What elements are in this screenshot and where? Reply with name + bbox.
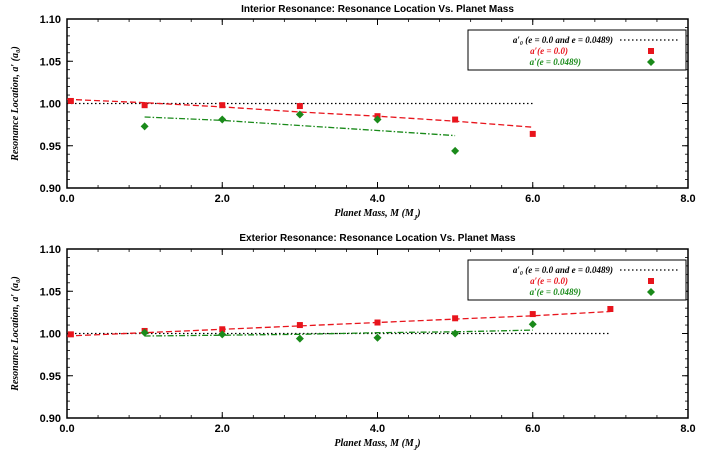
y-tick-label: 1.05 [40, 56, 61, 68]
legend-symbol-square [648, 48, 654, 54]
x-tick-label: 6.0 [525, 423, 540, 435]
x-tick-label: 0.0 [59, 423, 74, 435]
y-tick-label: 0.95 [40, 371, 61, 383]
x-tick-label: 2.0 [215, 193, 230, 205]
chart-title: Exterior Resonance: Resonance Location V… [239, 233, 516, 244]
legend-symbol-diamond [647, 288, 655, 296]
y-axis-label: Resonance Location, a′ (a₀) [10, 276, 21, 392]
chart-title: Interior Resonance: Resonance Location V… [241, 4, 514, 15]
data-point-diamond [295, 110, 304, 119]
x-axis-label-sub: J [413, 214, 418, 222]
x-axis-label-close: ) [416, 438, 420, 449]
data-point-square [219, 102, 226, 109]
y-tick-label: 1.10 [40, 244, 61, 256]
y-tick-label: 0.95 [40, 141, 61, 153]
data-point-diamond [140, 328, 149, 337]
data-point-diamond [140, 122, 149, 131]
x-axis-label: Planet Mass, M (MJ) [334, 208, 420, 222]
x-axis-label-close: ) [416, 208, 420, 219]
y-tick-label: 1.10 [40, 14, 61, 26]
y-tick-label: 1.00 [40, 99, 61, 111]
data-point-square [452, 315, 459, 322]
x-tick-label: 8.0 [680, 423, 695, 435]
data-point-diamond [218, 115, 227, 124]
x-axis-label: Planet Mass, M (MJ) [334, 438, 420, 452]
series-line-2 [66, 310, 611, 337]
chart-interior: Interior Resonance: Resonance Location V… [10, 4, 696, 222]
data-point-diamond [373, 333, 382, 342]
y-tick-label: 1.05 [40, 286, 61, 298]
x-axis-label-main: Planet Mass, M (M [334, 208, 415, 219]
legend-symbol-diamond [647, 58, 655, 66]
data-point-square [607, 305, 614, 312]
legend-label-e0489: a′(e = 0.0489) [530, 287, 581, 297]
y-tick-label: 0.90 [40, 413, 61, 425]
chart-exterior: Exterior Resonance: Resonance Location V… [10, 233, 696, 452]
data-point-diamond [295, 334, 304, 343]
data-point-square [141, 102, 148, 109]
data-point-square [529, 311, 536, 318]
data-point-square [67, 97, 74, 104]
legend-label-ref: a′₀ (e = 0.0 and e = 0.0489) [513, 35, 613, 45]
legend-label-e0: a′(e = 0.0) [530, 46, 568, 56]
data-point-diamond [373, 115, 382, 124]
data-point-diamond [451, 146, 460, 155]
x-axis-label-main: Planet Mass, M (M [334, 438, 415, 449]
series-line-4 [144, 329, 533, 337]
legend-label-e0: a′(e = 0.0) [530, 276, 568, 286]
x-tick-label: 4.0 [370, 193, 385, 205]
data-point-square [296, 322, 303, 329]
legend-label-e0489: a′(e = 0.0489) [530, 57, 581, 67]
legend-symbol-square [648, 278, 654, 284]
data-point-diamond [451, 329, 460, 338]
series-line-4 [144, 116, 456, 137]
legend: a′₀ (e = 0.0 and e = 0.0489)a′(e = 0.0)a… [467, 29, 687, 71]
y-tick-label: 0.90 [40, 183, 61, 195]
data-point-square [67, 331, 74, 338]
data-point-square [529, 130, 536, 137]
data-point-square [296, 103, 303, 110]
x-tick-label: 6.0 [525, 193, 540, 205]
x-tick-label: 8.0 [680, 193, 695, 205]
x-tick-label: 2.0 [215, 423, 230, 435]
x-tick-label: 4.0 [370, 423, 385, 435]
plot-area [66, 305, 614, 343]
plot-area [66, 97, 536, 155]
x-tick-label: 0.0 [59, 193, 74, 205]
legend-label-ref: a′₀ (e = 0.0 and e = 0.0489) [513, 265, 613, 275]
data-point-square [452, 116, 459, 123]
y-axis-label: Resonance Location, a′ (a₀) [10, 46, 21, 162]
series-line-2 [66, 98, 533, 128]
x-axis-label-sub: J [413, 444, 418, 452]
data-point-diamond [218, 330, 227, 339]
legend: a′₀ (e = 0.0 and e = 0.0489)a′(e = 0.0)a… [467, 259, 687, 301]
data-point-diamond [528, 320, 537, 329]
y-tick-label: 1.00 [40, 329, 61, 341]
